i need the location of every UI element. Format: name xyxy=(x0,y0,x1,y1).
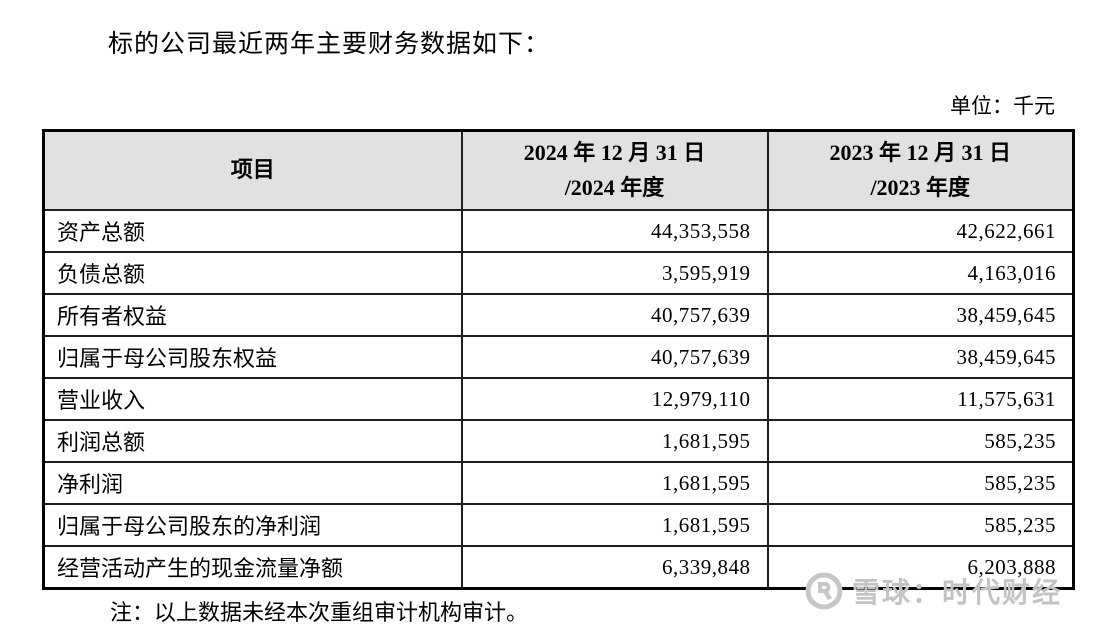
column-header-2023-line2: /2023 年度 xyxy=(870,174,971,200)
row-value-2024: 3,595,919 xyxy=(460,251,769,295)
unit-label: 单位：千元 xyxy=(950,94,1055,118)
table-row: 归属于母公司股东的净利润 1,681,595 585,235 xyxy=(42,503,1075,547)
row-value-2024: 6,339,848 xyxy=(460,545,769,590)
row-value-2024: 12,979,110 xyxy=(460,377,769,421)
row-item-label: 归属于母公司股东的净利润 xyxy=(42,503,463,547)
row-value-2024: 1,681,595 xyxy=(460,503,769,547)
row-value-2024: 40,757,639 xyxy=(460,335,769,379)
footnote: 注：以上数据未经本次重组审计机构审计。 xyxy=(110,600,529,625)
watermark: 雪球：时代财经 xyxy=(804,571,1062,611)
page-title: 标的公司最近两年主要财务数据如下： xyxy=(108,31,551,58)
watermark-text: 雪球：时代财经 xyxy=(852,577,1063,608)
row-value-2023: 585,235 xyxy=(766,419,1075,463)
row-value-2023: 38,459,645 xyxy=(766,293,1075,337)
row-item-label: 归属于母公司股东权益 xyxy=(42,335,463,379)
table-row: 负债总额 3,595,919 4,163,016 xyxy=(42,251,1075,295)
row-value-2024: 44,353,558 xyxy=(460,209,769,253)
row-item-label: 经营活动产生的现金流量净额 xyxy=(42,545,463,590)
column-header-2024: 2024 年 12 月 31 日 /2024 年度 xyxy=(460,129,769,211)
column-header-2023-line1: 2023 年 12 月 31 日 xyxy=(829,140,1011,166)
table-row: 所有者权益 40,757,639 38,459,645 xyxy=(42,293,1075,337)
table-header-row: 项目 2024 年 12 月 31 日 /2024 年度 2023 年 12 月… xyxy=(42,129,1075,211)
column-header-2023: 2023 年 12 月 31 日 /2023 年度 xyxy=(766,129,1075,211)
row-value-2023: 42,622,661 xyxy=(766,209,1075,253)
table-row: 归属于母公司股东权益 40,757,639 38,459,645 xyxy=(42,335,1075,379)
row-value-2024: 40,757,639 xyxy=(460,293,769,337)
financial-data-table: 项目 2024 年 12 月 31 日 /2024 年度 2023 年 12 月… xyxy=(42,129,1075,590)
row-item-label: 负债总额 xyxy=(42,251,463,295)
column-header-2024-line2: /2024 年度 xyxy=(564,174,665,200)
row-item-label: 资产总额 xyxy=(42,209,463,253)
column-header-item: 项目 xyxy=(42,129,463,211)
row-value-2023: 38,459,645 xyxy=(766,335,1075,379)
table-row: 利润总额 1,681,595 585,235 xyxy=(42,419,1075,463)
row-item-label: 所有者权益 xyxy=(42,293,463,337)
row-item-label: 营业收入 xyxy=(42,377,463,421)
row-item-label: 利润总额 xyxy=(42,419,463,463)
column-header-2024-line1: 2024 年 12 月 31 日 xyxy=(523,140,706,166)
row-value-2023: 585,235 xyxy=(766,503,1075,547)
row-value-2024: 1,681,595 xyxy=(460,461,769,505)
xueqiu-logo-icon xyxy=(805,572,843,610)
row-value-2023: 585,235 xyxy=(766,461,1075,505)
table-row: 经营活动产生的现金流量净额 6,339,848 6,203,888 xyxy=(42,545,1075,590)
table-row: 营业收入 12,979,110 11,575,631 xyxy=(42,377,1075,421)
table-row: 净利润 1,681,595 585,235 xyxy=(42,461,1075,505)
row-value-2023: 4,163,016 xyxy=(766,251,1075,295)
row-value-2024: 1,681,595 xyxy=(460,419,769,463)
row-value-2023: 11,575,631 xyxy=(766,377,1075,421)
row-item-label: 净利润 xyxy=(42,461,463,505)
table-row: 资产总额 44,353,558 42,622,661 xyxy=(42,209,1075,253)
